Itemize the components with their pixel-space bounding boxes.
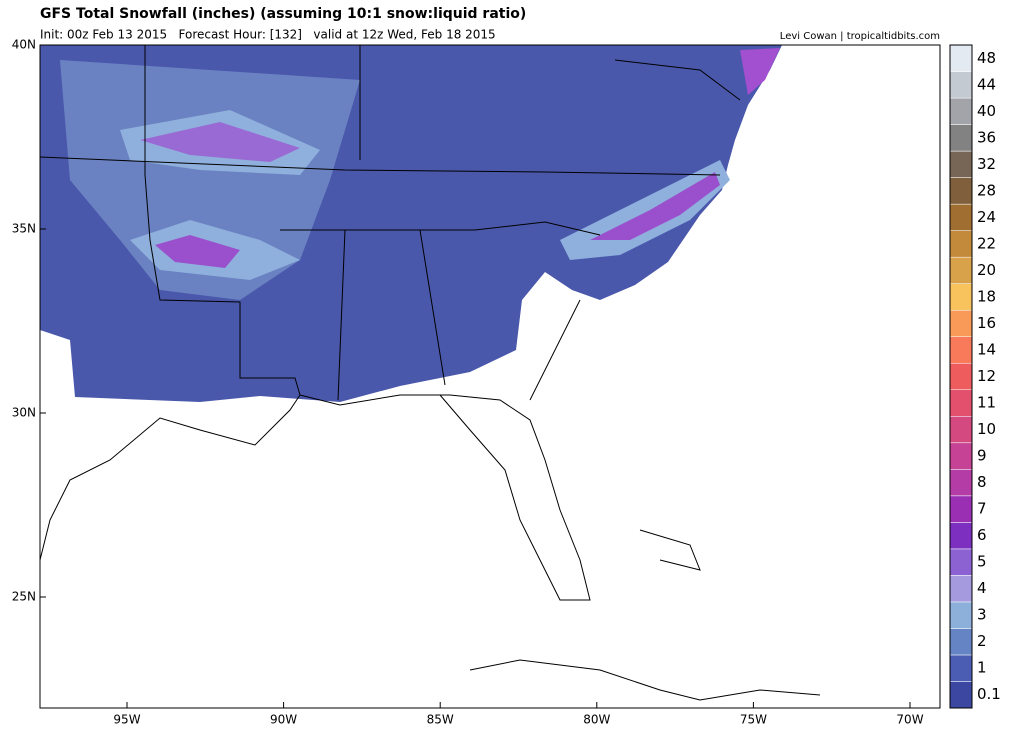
colorbar-box — [949, 548, 973, 576]
colorbar-box — [949, 230, 973, 258]
colorbar-label: 32 — [977, 155, 996, 173]
colorbar-box — [949, 97, 973, 125]
colorbar-box — [949, 654, 973, 682]
colorbar-box — [949, 71, 973, 99]
colorbar-label: 44 — [977, 75, 996, 93]
colorbar-box — [949, 362, 973, 391]
colorbar-box — [949, 309, 973, 337]
info: Init: 00z Feb 13 2015 Forecast Hour: [13… — [40, 28, 496, 42]
borders — [39, 45, 821, 701]
colorbar-box — [949, 681, 973, 709]
colorbar-box — [949, 124, 973, 152]
colorbar-label: 18 — [977, 287, 996, 305]
colorbar-box — [949, 203, 973, 231]
colorbar-box — [949, 495, 973, 523]
map — [39, 44, 941, 709]
lon-label: 95W — [113, 713, 140, 727]
colorbar-box — [949, 601, 973, 629]
colorbar-box — [949, 283, 973, 311]
colorbar-frame — [949, 44, 973, 709]
colorbar-label: 2 — [977, 632, 987, 650]
colorbar-label: 9 — [977, 447, 987, 465]
colorbar-label: 6 — [977, 526, 987, 544]
map-frame — [39, 44, 941, 709]
lon-label: 75W — [740, 713, 767, 727]
colorbar-label: 24 — [977, 208, 996, 226]
lat-label: 35N — [12, 222, 36, 236]
colorbar-box — [949, 256, 973, 284]
lon-label: 70W — [896, 713, 923, 727]
lat-label: 30N — [12, 406, 36, 420]
colorbar-box — [949, 575, 973, 603]
colorbar-label: 3 — [977, 606, 987, 624]
lon-label: 90W — [270, 713, 297, 727]
colorbar-label: 4 — [977, 579, 987, 597]
colorbar-box — [949, 442, 973, 470]
colorbar-label: 5 — [977, 553, 987, 571]
colorbar-label: 40 — [977, 102, 996, 120]
colorbar-box — [949, 389, 973, 417]
lat-label: 40N — [12, 38, 36, 52]
colorbar-label: 16 — [977, 314, 996, 332]
title: GFS Total Snowfall (inches) (assuming 10… — [40, 6, 526, 22]
colorbar-box — [949, 628, 973, 656]
snow-band-core — [590, 172, 720, 240]
colorbar-box — [949, 416, 973, 444]
colorbar-box — [949, 336, 973, 364]
lon-label: 80W — [583, 713, 610, 727]
snow-6 — [155, 235, 240, 268]
colorbar-label: 12 — [977, 367, 996, 385]
colorbar-label: 14 — [977, 340, 996, 358]
colorbar-label: 7 — [977, 500, 987, 518]
colorbar-box — [949, 150, 973, 178]
colorbar-label: 1 — [977, 659, 987, 677]
snow-5 — [140, 122, 300, 162]
credit: Levi Cowan | tropicaltidbits.com — [780, 31, 940, 42]
colorbar-box — [949, 177, 973, 205]
colorbar-label: 0.1 — [977, 685, 1001, 703]
lon-label: 85W — [427, 713, 454, 727]
colorbar-label: 28 — [977, 181, 996, 199]
colorbar-box — [949, 469, 973, 497]
colorbar-label: 11 — [977, 394, 996, 412]
lat-label: 25N — [12, 590, 36, 604]
colorbar-box — [949, 522, 973, 550]
colorbar-label: 10 — [977, 420, 996, 438]
colorbar-label: 48 — [977, 49, 996, 67]
colorbar-label: 8 — [977, 473, 987, 491]
snow-ne — [740, 48, 780, 95]
colorbar-label: 22 — [977, 234, 996, 252]
colorbar-label: 20 — [977, 261, 996, 279]
colorbar-box — [949, 44, 973, 72]
colorbar-label: 36 — [977, 128, 996, 146]
